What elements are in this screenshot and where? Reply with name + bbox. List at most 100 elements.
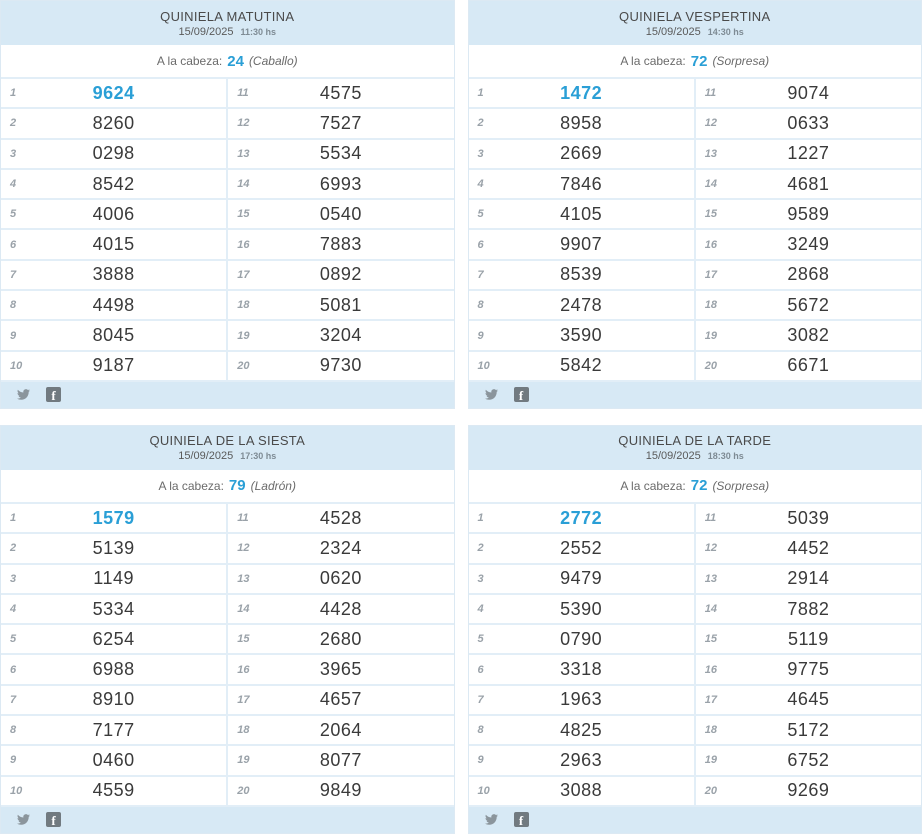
- panel-footer: f: [1, 806, 454, 833]
- twitter-icon[interactable]: [16, 813, 31, 826]
- table-row: 5 4006 15 0540: [1, 200, 454, 231]
- table-cell: 5 4006: [1, 200, 226, 228]
- twitter-icon[interactable]: [16, 388, 31, 401]
- draw-number: 8542: [92, 173, 135, 194]
- cabeza-number: 72: [690, 477, 708, 495]
- draw-number: 4825: [560, 719, 603, 740]
- draw-time: 18:30 hs: [707, 451, 744, 462]
- position-label: 13: [704, 147, 717, 160]
- position-label: 3: [10, 572, 17, 585]
- twitter-icon[interactable]: [484, 388, 499, 401]
- draw-number: 3888: [92, 264, 135, 285]
- draw-number: 3088: [560, 780, 603, 801]
- table-row: 2 8958 12 0633: [468, 109, 921, 140]
- draw-number: 0790: [560, 628, 603, 649]
- draw-number: 9849: [319, 780, 362, 801]
- position-label: 15: [704, 208, 717, 221]
- table-cell: 6 3318: [469, 655, 694, 683]
- position-label: 4: [477, 178, 484, 191]
- facebook-icon[interactable]: f: [513, 387, 529, 403]
- position-label: 1: [10, 512, 17, 525]
- draw-number: 3082: [787, 325, 830, 346]
- table-cell: 9 8045: [1, 321, 226, 349]
- table-cell: 12 7527: [226, 109, 453, 138]
- draw-number: 5534: [319, 143, 362, 164]
- table-cell: 4 7846: [469, 170, 694, 198]
- facebook-icon[interactable]: f: [46, 812, 61, 828]
- cabeza-name: (Sorpresa): [712, 478, 770, 493]
- table-row: 2 8260 12 7527: [1, 109, 454, 140]
- table-cell: 7 3888: [1, 261, 226, 289]
- position-label: 12: [237, 117, 250, 130]
- table-cell: 4 8542: [1, 170, 226, 198]
- table-row: 3 0298 13 5534: [1, 139, 454, 170]
- position-label: 16: [704, 663, 717, 676]
- table-cell: 15 9589: [693, 200, 921, 229]
- results-table: 1 2772 11 5039 2 2552 12 4452 3 9479 13 2914 4 5390 14…: [468, 503, 921, 807]
- draw-number: 8910: [92, 689, 135, 710]
- position-label: 9: [10, 329, 17, 342]
- draw-number: 5039: [787, 507, 830, 528]
- results-table: 1 9624 11 4575 2 8260 12 7527 3 0298 13 5534 4 8542 14…: [1, 79, 454, 382]
- table-row: 4 7846 14 4681: [468, 169, 921, 201]
- position-label: 13: [704, 572, 717, 585]
- draw-number: 2680: [319, 628, 362, 649]
- draw-number: 7883: [319, 234, 362, 255]
- table-cell: 3 9479: [469, 565, 694, 593]
- panel-title: QUINIELA MATUTINA: [160, 8, 295, 24]
- draw-number: 3965: [319, 659, 362, 680]
- facebook-icon[interactable]: f: [513, 812, 529, 828]
- position-label: 19: [704, 754, 717, 767]
- table-cell: 18 5672: [693, 291, 921, 320]
- position-label: 4: [477, 603, 484, 615]
- position-label: 17: [237, 693, 250, 706]
- draw-number: 7882: [787, 598, 830, 619]
- draw-time: 14:30 hs: [707, 26, 744, 37]
- position-label: 11: [237, 512, 249, 525]
- draw-number: 2963: [560, 749, 603, 770]
- table-cell: 8 7177: [1, 716, 226, 744]
- panel-title: QUINIELA VESPERTINA: [619, 8, 771, 24]
- draw-number: 5172: [787, 719, 830, 740]
- table-cell: 14 4681: [693, 169, 921, 199]
- position-label: 12: [237, 542, 250, 555]
- cabeza-number: 24: [227, 52, 244, 70]
- table-row: 5 4105 15 9589: [468, 200, 921, 231]
- position-label: 20: [704, 784, 717, 797]
- draw-number: 2914: [787, 568, 830, 589]
- panel-header: QUINIELA DE LA SIESTA 15/09/2025 17:30 h…: [1, 425, 454, 470]
- draw-number: 0620: [319, 568, 362, 589]
- table-cell: 20 6671: [693, 351, 921, 380]
- twitter-icon[interactable]: [484, 813, 499, 826]
- position-label: 1: [10, 87, 17, 100]
- position-label: 20: [704, 359, 717, 372]
- draw-number: 9479: [560, 568, 603, 589]
- draw-number: 8260: [92, 112, 135, 133]
- table-cell: 6 6988: [1, 655, 226, 683]
- position-label: 2: [10, 117, 17, 130]
- draw-number: 1227: [787, 143, 830, 164]
- position-label: 11: [704, 512, 717, 525]
- draw-date: 15/09/2025: [645, 450, 701, 463]
- draw-number: 6254: [92, 628, 135, 649]
- table-cell: 18 5172: [693, 716, 921, 745]
- draw-number: 8958: [560, 112, 603, 133]
- position-label: 7: [10, 268, 17, 281]
- position-label: 18: [704, 724, 717, 737]
- table-row: 7 8539 17 2868: [468, 260, 921, 292]
- draw-number: 3204: [319, 325, 362, 346]
- table-cell: 5 0790: [469, 625, 694, 653]
- draw-number: 9775: [787, 659, 830, 680]
- table-cell: 20 9849: [226, 776, 453, 805]
- draw-number: 9269: [787, 780, 830, 801]
- table-cell: 7 8539: [469, 261, 694, 289]
- table-row: 2 2552 12 4452: [468, 534, 921, 565]
- position-label: 10: [10, 784, 23, 797]
- position-label: 18: [704, 299, 717, 312]
- facebook-icon[interactable]: f: [46, 387, 61, 403]
- table-cell: 2 2552: [469, 534, 694, 562]
- cabeza-row: A la cabeza: 79 (Ladrón): [1, 469, 454, 504]
- position-label: 11: [704, 87, 717, 100]
- position-label: 10: [477, 359, 490, 372]
- table-cell: 20 9269: [693, 776, 921, 805]
